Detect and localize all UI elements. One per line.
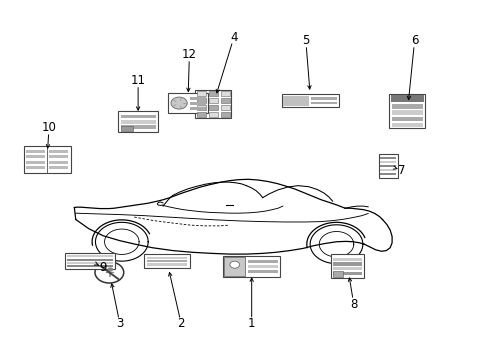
- Bar: [189, 102, 205, 105]
- Bar: [189, 107, 205, 110]
- Bar: [208, 91, 217, 96]
- Text: 4: 4: [230, 31, 237, 44]
- Bar: [391, 123, 422, 127]
- Bar: [26, 166, 44, 170]
- Bar: [380, 157, 395, 159]
- Circle shape: [107, 267, 113, 271]
- Text: 12: 12: [182, 48, 197, 61]
- Bar: [380, 168, 395, 171]
- Circle shape: [229, 261, 239, 268]
- Bar: [167, 93, 208, 113]
- Text: 11: 11: [130, 74, 145, 87]
- Bar: [223, 256, 280, 277]
- Bar: [248, 270, 278, 273]
- Circle shape: [95, 262, 123, 283]
- Text: 6: 6: [410, 34, 418, 47]
- Text: 8: 8: [349, 298, 357, 311]
- Bar: [283, 95, 308, 106]
- Text: 1: 1: [247, 318, 255, 330]
- Bar: [23, 146, 70, 173]
- Bar: [144, 255, 189, 268]
- Bar: [49, 166, 68, 170]
- Bar: [197, 112, 205, 117]
- Bar: [332, 258, 361, 261]
- Bar: [197, 98, 205, 103]
- Bar: [310, 102, 337, 104]
- Bar: [224, 257, 244, 276]
- Bar: [332, 267, 361, 270]
- Bar: [67, 256, 113, 257]
- Bar: [330, 255, 363, 278]
- Bar: [49, 155, 68, 158]
- Bar: [388, 94, 425, 128]
- Bar: [248, 260, 278, 262]
- Bar: [380, 161, 395, 163]
- Bar: [146, 257, 186, 259]
- Bar: [121, 125, 155, 129]
- Bar: [26, 161, 44, 164]
- Bar: [391, 117, 422, 121]
- Bar: [67, 258, 113, 261]
- Bar: [189, 96, 205, 100]
- Text: 10: 10: [41, 121, 56, 134]
- Bar: [26, 149, 44, 153]
- Bar: [221, 105, 229, 110]
- Bar: [197, 105, 205, 110]
- Bar: [208, 98, 217, 103]
- Bar: [221, 112, 229, 117]
- Bar: [208, 105, 217, 110]
- Bar: [380, 165, 395, 167]
- Bar: [221, 91, 229, 96]
- Text: 5: 5: [302, 34, 309, 47]
- Bar: [391, 104, 422, 109]
- Bar: [146, 264, 186, 266]
- Bar: [390, 95, 423, 103]
- Bar: [248, 265, 278, 268]
- Bar: [67, 262, 113, 264]
- Bar: [332, 262, 361, 266]
- Bar: [146, 260, 186, 262]
- Bar: [67, 265, 113, 267]
- Bar: [121, 120, 155, 123]
- Bar: [195, 90, 231, 118]
- Text: 9: 9: [99, 261, 107, 274]
- Text: 2: 2: [177, 318, 184, 330]
- Text: 7: 7: [397, 164, 405, 177]
- Bar: [310, 97, 337, 100]
- Bar: [391, 111, 422, 115]
- Bar: [281, 94, 339, 107]
- Bar: [221, 98, 229, 103]
- Text: 3: 3: [116, 318, 123, 330]
- Bar: [121, 126, 133, 131]
- Bar: [49, 161, 68, 164]
- Circle shape: [171, 97, 187, 109]
- Bar: [378, 154, 397, 178]
- Bar: [65, 253, 115, 269]
- Bar: [118, 111, 158, 132]
- Bar: [197, 91, 205, 96]
- Bar: [208, 112, 217, 117]
- Bar: [380, 172, 395, 175]
- Bar: [26, 155, 44, 158]
- Bar: [121, 115, 155, 118]
- Bar: [332, 272, 361, 275]
- Bar: [332, 271, 343, 277]
- Bar: [49, 149, 68, 153]
